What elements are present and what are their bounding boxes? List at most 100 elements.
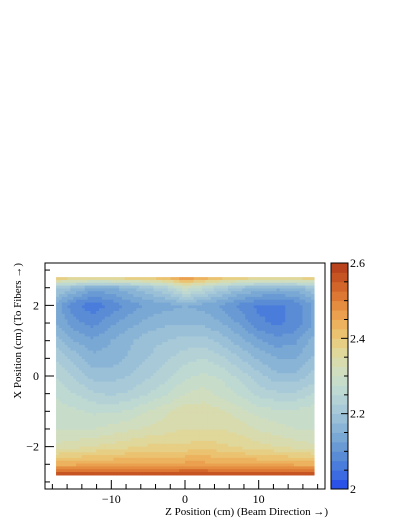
heatmap-cell (276, 311, 281, 315)
heatmap-cell (127, 432, 132, 436)
heatmap-cell (58, 327, 63, 332)
heatmap-cell (156, 339, 160, 343)
heatmap-cell (133, 313, 137, 318)
heatmap-cell (179, 426, 183, 431)
heatmap-cell (170, 418, 175, 422)
heatmap-cell (270, 305, 275, 309)
heatmap-cell (107, 342, 112, 346)
heatmap-cell (213, 330, 218, 335)
heatmap-cell (282, 404, 286, 408)
heatmap-cell (230, 294, 235, 298)
heatmap-cell (242, 384, 246, 388)
heatmap-cell (73, 311, 77, 315)
heatmap-cell (56, 277, 60, 281)
heatmap-cell (78, 333, 83, 338)
heatmap-cell (176, 308, 180, 312)
heatmap-cell (104, 294, 109, 298)
heatmap-cell (167, 305, 172, 309)
heatmap-cell (156, 353, 160, 357)
heatmap-cell (147, 288, 152, 292)
heatmap-cell (202, 305, 206, 309)
heatmap-cell (311, 279, 315, 284)
heatmap-cell (236, 296, 241, 301)
heatmap-cell (268, 376, 272, 380)
heatmap-cell (190, 432, 195, 436)
heatmap-cell (56, 384, 60, 388)
heatmap-cell (248, 407, 252, 411)
heatmap-cell (213, 384, 218, 388)
heatmap-cell (153, 277, 157, 281)
heatmap-cell (233, 305, 238, 309)
heatmap-cell (176, 367, 180, 371)
heatmap-cell (248, 412, 252, 417)
heatmap-cell (288, 319, 292, 323)
heatmap-cell (99, 395, 103, 400)
heatmap-cell (119, 336, 123, 340)
heatmap-cell (296, 282, 301, 287)
heatmap-cell (56, 364, 60, 369)
heatmap-cell (93, 376, 97, 380)
heatmap-cell (121, 370, 126, 374)
heatmap-cell (293, 356, 298, 360)
heatmap-cell (282, 392, 286, 397)
heatmap-cell (124, 367, 129, 371)
heatmap-cell (61, 421, 66, 425)
heatmap-cell (242, 407, 246, 411)
heatmap-cell (219, 336, 223, 340)
heatmap-cell (268, 421, 272, 425)
heatmap-cell (64, 376, 69, 380)
heatmap-cell (101, 409, 106, 414)
heatmap-cell (222, 305, 226, 309)
heatmap-cell (311, 325, 315, 329)
heatmap-cell (87, 302, 92, 306)
heatmap-cell (202, 316, 206, 321)
heatmap-cell (162, 429, 166, 434)
heatmap-cell (279, 429, 284, 434)
heatmap-cell (110, 347, 114, 352)
heatmap-cell (262, 418, 266, 422)
heatmap-cell (99, 313, 103, 318)
heatmap-cell (119, 395, 123, 400)
heatmap-cell (96, 404, 100, 408)
heatmap-cell (124, 387, 129, 391)
heatmap-cell (150, 308, 155, 312)
heatmap-cell (64, 330, 69, 335)
heatmap-cell (90, 313, 94, 318)
heatmap-cell (219, 347, 223, 352)
heatmap-cell (139, 325, 143, 329)
heatmap-cell (173, 305, 178, 309)
heatmap-cell (262, 364, 266, 369)
heatmap-cell (199, 313, 203, 318)
heatmap-cell (104, 356, 109, 360)
heatmap-cell (104, 398, 109, 403)
heatmap-cell (179, 392, 183, 397)
heatmap-cell (285, 327, 289, 332)
heatmap-cell (259, 277, 263, 281)
heatmap-cell (216, 339, 220, 343)
heatmap-cell (265, 429, 269, 434)
heatmap-cell (199, 299, 203, 304)
heatmap-cell (253, 322, 258, 326)
heatmap-cell (291, 361, 295, 366)
heatmap-cell (230, 404, 235, 408)
heatmap-cell (299, 418, 304, 422)
heatmap-cell (299, 426, 304, 431)
heatmap-cell (236, 305, 241, 309)
heatmap-cell (58, 342, 63, 346)
heatmap-cell (182, 415, 186, 419)
heatmap-cell (219, 339, 223, 343)
heatmap-cell (268, 305, 272, 309)
heatmap-cell (173, 347, 178, 352)
heatmap-cell (233, 395, 238, 400)
heatmap-cell (199, 344, 203, 349)
heatmap-cell (176, 296, 180, 301)
heatmap-cell (139, 319, 143, 323)
heatmap-cell (107, 296, 112, 301)
heatmap-cell (291, 285, 295, 290)
heatmap-cell (262, 421, 266, 425)
heatmap-cell (78, 398, 83, 403)
heatmap-cell (81, 395, 86, 400)
heatmap-cell (245, 288, 249, 292)
heatmap-cell (182, 322, 186, 326)
heatmap-cell (210, 305, 215, 309)
